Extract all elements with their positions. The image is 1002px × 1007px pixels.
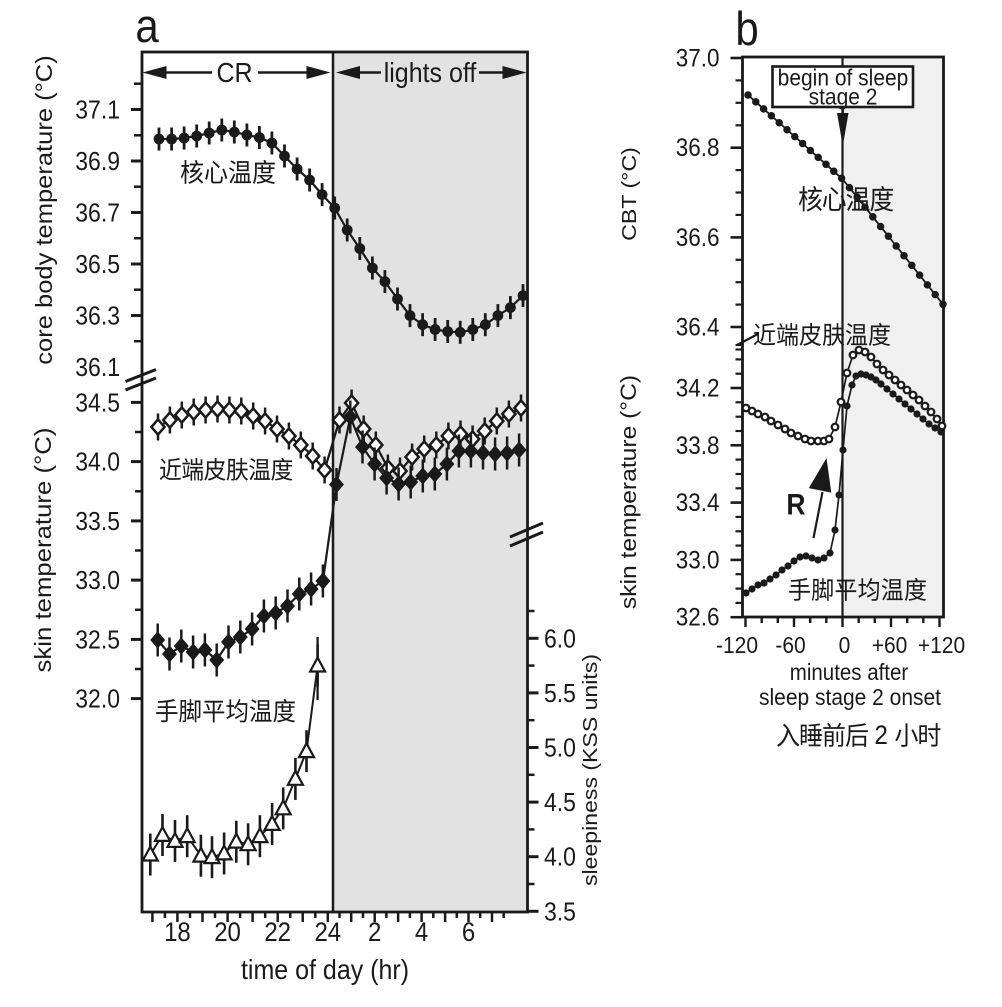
svg-text:5.0: 5.0 (544, 734, 576, 762)
svg-text:-120: -120 (716, 632, 758, 658)
svg-text:6: 6 (462, 918, 475, 948)
svg-text:+60: +60 (872, 632, 908, 658)
svg-text:34.5: 34.5 (75, 389, 120, 417)
svg-text:sleepiness (KSS units): sleepiness (KSS units) (578, 654, 602, 886)
svg-text:36.9: 36.9 (75, 148, 120, 176)
svg-text:begin of sleep: begin of sleep (778, 64, 909, 90)
svg-text:-60: -60 (775, 632, 805, 658)
svg-text:stage 2: stage 2 (809, 83, 878, 109)
svg-text:CR: CR (216, 57, 252, 89)
svg-text:33.8: 33.8 (676, 432, 720, 460)
svg-text:R: R (786, 488, 805, 521)
svg-text:37.0: 37.0 (676, 44, 720, 72)
svg-text:36.4: 36.4 (676, 313, 720, 341)
svg-text:skin temperature (°C): skin temperature (°C) (31, 428, 56, 673)
svg-text:time of day (hr): time of day (hr) (241, 954, 409, 986)
svg-text:skin temperature (°C): skin temperature (°C) (616, 375, 640, 609)
svg-text:5.5: 5.5 (544, 680, 576, 708)
svg-text:32.6: 32.6 (676, 604, 720, 632)
svg-text:32.0: 32.0 (75, 685, 120, 713)
svg-text:minutes after: minutes after (790, 659, 908, 685)
svg-text:4.5: 4.5 (544, 789, 576, 817)
svg-text:2: 2 (875, 721, 888, 751)
svg-text:18: 18 (164, 918, 191, 948)
svg-text:+120: +120 (918, 632, 965, 658)
svg-text:3.5: 3.5 (544, 898, 576, 926)
svg-text:36.1: 36.1 (75, 354, 120, 382)
svg-text:24: 24 (314, 918, 341, 948)
svg-text:33.0: 33.0 (75, 567, 120, 595)
svg-text:33.4: 33.4 (676, 489, 720, 517)
svg-text:core body temperature (°C): core body temperature (°C) (32, 55, 57, 364)
svg-text:b: b (735, 4, 758, 56)
svg-text:32.5: 32.5 (75, 626, 120, 654)
svg-text:4: 4 (415, 918, 428, 948)
svg-text:lights off: lights off (384, 57, 477, 89)
svg-text:4.0: 4.0 (544, 844, 576, 872)
svg-text:20: 20 (214, 918, 241, 948)
svg-text:36.8: 36.8 (676, 134, 720, 162)
svg-text:37.1: 37.1 (75, 96, 120, 124)
svg-text:36.5: 36.5 (75, 251, 120, 279)
svg-text:36.6: 36.6 (676, 224, 720, 252)
svg-text:6.0: 6.0 (544, 625, 576, 653)
svg-text:CBT (°C): CBT (°C) (617, 147, 641, 241)
svg-text:2: 2 (368, 918, 381, 948)
svg-text:33.0: 33.0 (676, 546, 720, 574)
svg-text:36.7: 36.7 (75, 199, 120, 227)
svg-text:34.2: 34.2 (676, 374, 720, 402)
svg-text:36.3: 36.3 (75, 302, 120, 330)
svg-text:0: 0 (839, 632, 851, 658)
svg-text:sleep stage 2 onset: sleep stage 2 onset (759, 684, 942, 710)
svg-text:34.0: 34.0 (75, 448, 120, 476)
svg-text:33.5: 33.5 (75, 508, 120, 536)
svg-text:a: a (135, 1, 159, 53)
svg-text:22: 22 (264, 918, 291, 948)
